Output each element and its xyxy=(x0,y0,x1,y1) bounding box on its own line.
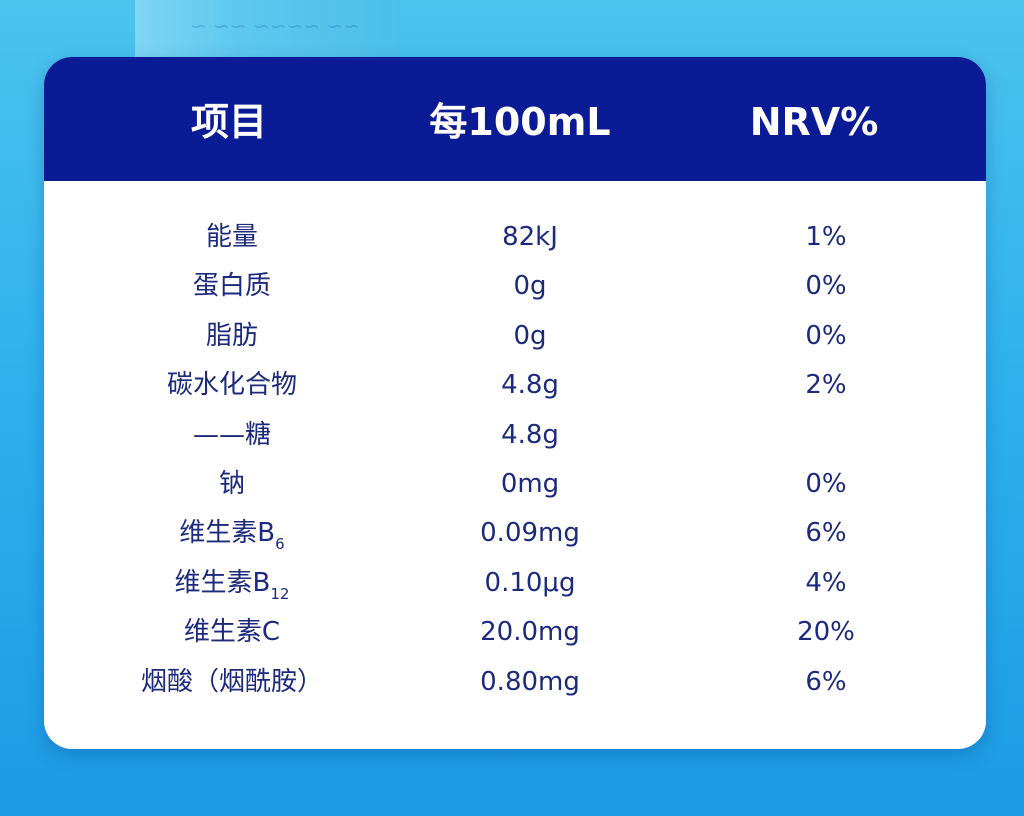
nutrient-name: 能量 xyxy=(205,222,259,252)
table-row: 维生素C 20.0mg 20% xyxy=(44,608,986,657)
table-row: 维生素B6 0.09mg 6% xyxy=(44,509,986,558)
table-row: 碳水化合物 4.8g 2% xyxy=(44,361,986,410)
per-100ml-value: 0.80mg xyxy=(480,666,580,697)
nutrient-name: 脂肪 xyxy=(205,320,259,351)
nutrient-name: 碳水化合物 xyxy=(166,370,298,401)
nrv-value: 6% xyxy=(805,518,847,549)
nutrition-table: 项目 每100mL NRV% 能量 82kJ 1% 蛋白质 0g 0% 脂肪 0… xyxy=(44,57,986,749)
nrv-value: 1% xyxy=(805,222,847,252)
table-row: 脂肪 0g 0% xyxy=(44,312,986,361)
nrv-value: 2% xyxy=(805,370,847,401)
table-row: 蛋白质 0g 0% xyxy=(44,262,986,311)
nutrient-name: ——糖 xyxy=(192,419,272,450)
table-row: ——糖 4.8g xyxy=(44,411,986,460)
per-100ml-value: 20.0mg xyxy=(480,617,580,648)
per-100ml-value: 0.09mg xyxy=(480,518,580,549)
table-row: 维生素B12 0.10μg 4% xyxy=(44,559,986,608)
table-body: 能量 82kJ 1% 蛋白质 0g 0% 脂肪 0g 0% 碳水化合物 4.8g… xyxy=(44,213,986,707)
per-100ml-value: 0.10μg xyxy=(484,567,576,598)
per-100ml-value: 0mg xyxy=(500,468,560,499)
per-100ml-value: 4.8g xyxy=(501,419,559,450)
nutrient-name: 维生素B6 xyxy=(179,518,285,554)
bottle-label-art: ~~ ~~~~ ~~ ~ xyxy=(190,14,360,38)
nutrient-name: 维生素B12 xyxy=(174,567,290,603)
nutrient-name: 烟酸（烟酰胺） xyxy=(140,666,324,697)
nrv-value: 6% xyxy=(805,666,847,697)
table-row: 烟酸（烟酰胺） 0.80mg 6% xyxy=(44,658,986,707)
nrv-value: 4% xyxy=(805,567,847,598)
nrv-value: 0% xyxy=(805,320,847,351)
table-header: 项目 每100mL NRV% xyxy=(44,57,986,181)
header-per-100ml: 每100mL xyxy=(429,100,611,144)
nrv-value: 20% xyxy=(797,617,855,648)
per-100ml-value: 0g xyxy=(513,320,547,351)
header-nrv: NRV% xyxy=(749,100,879,144)
header-item: 项目 xyxy=(190,100,268,144)
table-row: 能量 82kJ 1% xyxy=(44,213,986,262)
nutrient-name: 维生素C xyxy=(183,617,281,648)
per-100ml-value: 82kJ xyxy=(502,222,558,252)
nrv-value: 0% xyxy=(805,468,847,499)
nrv-value: 0% xyxy=(805,271,847,302)
per-100ml-value: 4.8g xyxy=(501,370,559,401)
per-100ml-value: 0g xyxy=(513,271,547,302)
nutrient-name: 蛋白质 xyxy=(192,271,272,302)
table-row: 钠 0mg 0% xyxy=(44,460,986,509)
nutrient-name: 钠 xyxy=(218,468,246,499)
